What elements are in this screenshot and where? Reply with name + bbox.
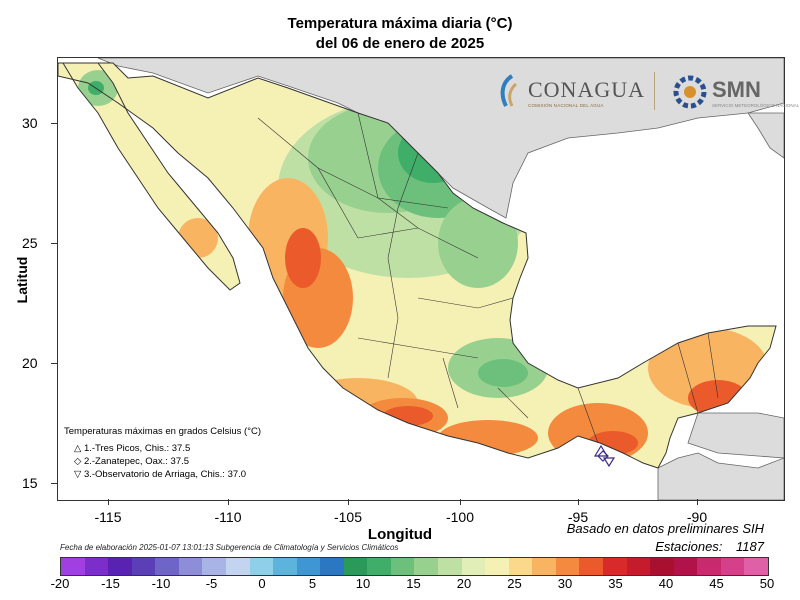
colorbar-swatch <box>108 558 132 575</box>
colorbar-swatch <box>697 558 721 575</box>
colorbar-tick-label: 0 <box>258 576 266 591</box>
legend-title: Temperaturas máximas en grados Celsius (… <box>64 426 262 437</box>
triangle-up-icon: △ <box>74 443 82 454</box>
colorbar-swatch <box>343 558 368 575</box>
map-title-line1: Temperatura máxima diaria (°C) <box>287 15 513 32</box>
legend-item: ▽ 3.-Observatorio de Arriaga, Chis.: 37.… <box>64 468 261 481</box>
colorbar-swatch <box>390 558 415 575</box>
x-tick-label: -90 <box>686 509 708 525</box>
conagua-logo: CONAGUA COMISIÓN NACIONAL DEL AGUA <box>494 67 645 117</box>
colorbar-swatch <box>320 558 344 575</box>
x-tick-mark <box>460 499 461 505</box>
temperature-colorbar <box>60 557 769 576</box>
x-tick-label: -115 <box>94 509 122 525</box>
colorbar-tick-label: -5 <box>205 576 218 591</box>
colorbar-tick-label: 40 <box>658 576 674 591</box>
stations-value: 1187 <box>736 539 764 554</box>
colorbar-swatch <box>155 558 179 575</box>
colorbar-swatch <box>202 558 226 575</box>
stations-label: Estaciones: <box>655 539 723 554</box>
conagua-subtitle: COMISIÓN NACIONAL DEL AGUA <box>528 102 604 108</box>
smn-subtitle: SERVICIO METEOROLÓGICO NACIONAL <box>712 102 800 108</box>
colorbar-tick-label: 20 <box>456 576 472 591</box>
x-tick-mark <box>108 499 109 505</box>
colorbar-swatch <box>673 558 698 575</box>
colorbar-tick-label: 10 <box>355 576 371 591</box>
x-tick-label: -110 <box>214 509 242 525</box>
colorbar-tick-label: 30 <box>557 576 573 591</box>
colorbar-tick-label: 25 <box>507 576 522 591</box>
colorbar-swatch <box>249 558 274 575</box>
legend-item: ◇ 2.-Zanatepec, Oax.: 37.5 <box>64 455 261 468</box>
legend-item-text: 1.-Tres Picos, Chis.: 37.5 <box>83 443 191 454</box>
colorbar-swatch <box>626 558 651 575</box>
colorbar-swatch <box>131 558 156 575</box>
y-tick-label: 30 <box>22 115 38 131</box>
y-tick-mark <box>51 363 57 364</box>
x-tick-label: -105 <box>333 509 363 525</box>
smn-logo: SMN SERVICIO METEOROLÓGICO NACIONAL <box>672 67 799 117</box>
colorbar-swatch <box>461 558 486 575</box>
colorbar-swatch <box>485 558 509 575</box>
colorbar-tick-label: 35 <box>608 576 623 591</box>
colorbar-swatch <box>744 558 768 575</box>
colorbar-tick-label: 50 <box>759 576 775 591</box>
data-source-note: Basado en datos preliminares SIH <box>566 521 764 536</box>
conagua-wordmark: CONAGUA <box>528 76 645 102</box>
logo-separator <box>654 72 655 110</box>
x-tick-mark <box>697 499 698 505</box>
colorbar-swatch <box>273 558 297 575</box>
legend-item-text: 2.-Zanatepec, Oax.: 37.5 <box>83 456 190 467</box>
y-tick-label: 15 <box>22 475 38 491</box>
colorbar-swatch <box>61 558 85 575</box>
colorbar-swatch <box>650 558 674 575</box>
colorbar-tick-label: -20 <box>50 576 70 591</box>
conagua-icon <box>500 74 518 107</box>
colorbar-tick-label: -10 <box>151 576 171 591</box>
legend-item-text: 3.-Observatorio de Arriaga, Chis.: 37.0 <box>83 469 247 480</box>
x-tick-label: -100 <box>445 509 475 525</box>
y-tick-mark <box>51 123 57 124</box>
colorbar-swatch <box>178 558 203 575</box>
colorbar-swatch <box>296 558 321 575</box>
colorbar-swatch <box>225 558 250 575</box>
colorbar-swatch <box>602 558 627 575</box>
colorbar-tick-label: 45 <box>709 576 724 591</box>
colorbar-swatch <box>438 558 462 575</box>
x-axis-label: Longitud <box>367 526 433 543</box>
smn-icon <box>673 75 707 109</box>
map-title-line2: del 06 de enero de 2025 <box>315 35 485 52</box>
stations-count: Estaciones: 1187 <box>655 539 764 554</box>
colorbar-swatch <box>414 558 438 575</box>
x-tick-mark <box>228 499 229 505</box>
legend-item: △ 1.-Tres Picos, Chis.: 37.5 <box>64 442 261 455</box>
colorbar-swatch <box>508 558 533 575</box>
colorbar-tick-label: 15 <box>406 576 421 591</box>
colorbar-swatch <box>579 558 603 575</box>
map-svg <box>58 58 784 500</box>
colorbar-swatch <box>555 558 580 575</box>
x-tick-mark <box>348 499 349 505</box>
y-axis-label: Latitud <box>14 256 30 304</box>
x-tick-label: -95 <box>567 509 589 525</box>
x-tick-mark <box>578 499 579 505</box>
colorbar-swatch <box>532 558 556 575</box>
colorbar-swatch <box>720 558 745 575</box>
station-markers <box>593 444 616 468</box>
smn-wordmark: SMN <box>712 76 761 102</box>
y-tick-mark <box>51 243 57 244</box>
y-tick-label: 25 <box>22 235 38 251</box>
diamond-icon: ◇ <box>74 456 82 467</box>
station-legend: Temperaturas máximas en grados Celsius (… <box>64 425 261 481</box>
y-tick-mark <box>51 483 57 484</box>
elaboration-date-note: Fecha de elaboración 2025-01-07 13:01:13… <box>60 543 399 552</box>
colorbar-swatch <box>367 558 391 575</box>
colorbar-tick-label: 5 <box>308 576 317 591</box>
colorbar-swatch <box>84 558 109 575</box>
triangle-down-icon: ▽ <box>74 469 82 480</box>
y-tick-label: 20 <box>22 355 38 371</box>
colorbar-tick-label: -15 <box>101 576 120 591</box>
temperature-map <box>57 57 785 501</box>
